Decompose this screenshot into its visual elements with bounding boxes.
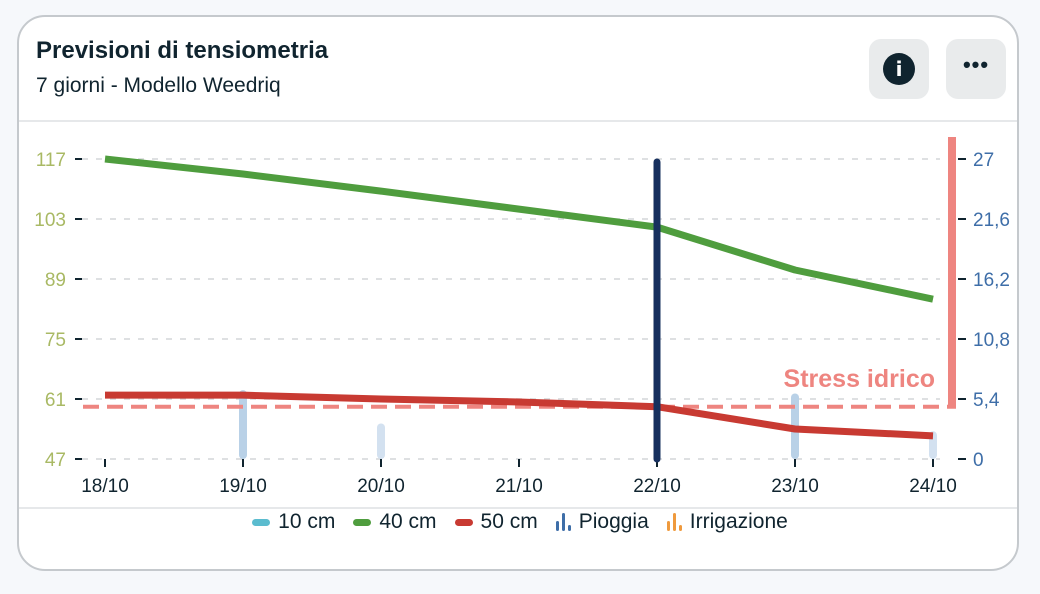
- legend-label: 40 cm: [379, 510, 437, 533]
- legend-item-pioggia[interactable]: Pioggia: [555, 510, 649, 534]
- series-line-40cm: [104, 155, 934, 303]
- tensiometry-card: Previsioni di tensiometria 7 giorni - Mo…: [17, 15, 1019, 571]
- y-left-tick-label: 47: [45, 450, 66, 471]
- series-line-50cm: [105, 391, 934, 440]
- x-tick-label: 22/10: [633, 476, 681, 497]
- info-icon: i: [883, 53, 915, 85]
- legend-item-irrigazione[interactable]: Irrigazione: [666, 510, 788, 534]
- threshold-label: Stress idrico: [784, 365, 935, 393]
- info-button[interactable]: i: [869, 39, 929, 99]
- legend: 10 cm 40 cm 50 cm Pioggia Irrigazione: [0, 510, 1040, 534]
- card-title: Previsioni di tensiometria: [36, 37, 329, 64]
- legend-swatch: [454, 518, 473, 526]
- y-right-tick-label: 21,6: [973, 210, 1010, 231]
- y-left-tick-label: 117: [36, 150, 66, 171]
- card-subtitle: 7 giorni - Modello Weedriq: [36, 74, 281, 97]
- bar-chart-icon: [555, 513, 571, 531]
- more-horizontal-icon: •••: [962, 52, 990, 77]
- rain-bar: [377, 423, 385, 459]
- legend-label: Pioggia: [578, 510, 649, 533]
- y-right-tick-label: 27: [973, 150, 994, 171]
- x-tick-label: 21/10: [495, 476, 543, 497]
- y-right-tick-label: 10,8: [973, 330, 1010, 351]
- legend-swatch: [353, 518, 372, 526]
- y-right-tick-label: 5,4: [973, 390, 1000, 411]
- y-left-tick-label: 61: [45, 390, 66, 411]
- footer-divider: [19, 507, 1017, 509]
- x-tick-label: 23/10: [771, 476, 819, 497]
- legend-swatch: [252, 518, 271, 526]
- x-tick-label: 19/10: [219, 476, 267, 497]
- legend-item-40cm[interactable]: 40 cm: [353, 510, 437, 534]
- y-left-tick-label: 103: [34, 210, 66, 231]
- y-left-tick-label: 75: [45, 330, 66, 351]
- bar-chart-icon: [666, 513, 682, 531]
- threshold-bar: [948, 137, 956, 407]
- x-tick-label: 20/10: [357, 476, 405, 497]
- x-tick-label: 24/10: [909, 476, 957, 497]
- legend-label: 10 cm: [278, 510, 336, 533]
- y-left-tick-label: 89: [45, 270, 66, 291]
- legend-item-10cm[interactable]: 10 cm: [252, 510, 335, 534]
- header-divider: [19, 120, 1017, 122]
- x-tick-label: 18/10: [81, 476, 129, 497]
- legend-label: 50 cm: [480, 510, 538, 533]
- more-options-button[interactable]: •••: [946, 39, 1006, 99]
- rain-bar: [239, 390, 247, 459]
- legend-label: Irrigazione: [689, 510, 788, 533]
- y-right-tick-label: 16,2: [973, 270, 1010, 291]
- y-right-tick-label: 0: [973, 450, 984, 471]
- legend-item-50cm[interactable]: 50 cm: [454, 510, 538, 534]
